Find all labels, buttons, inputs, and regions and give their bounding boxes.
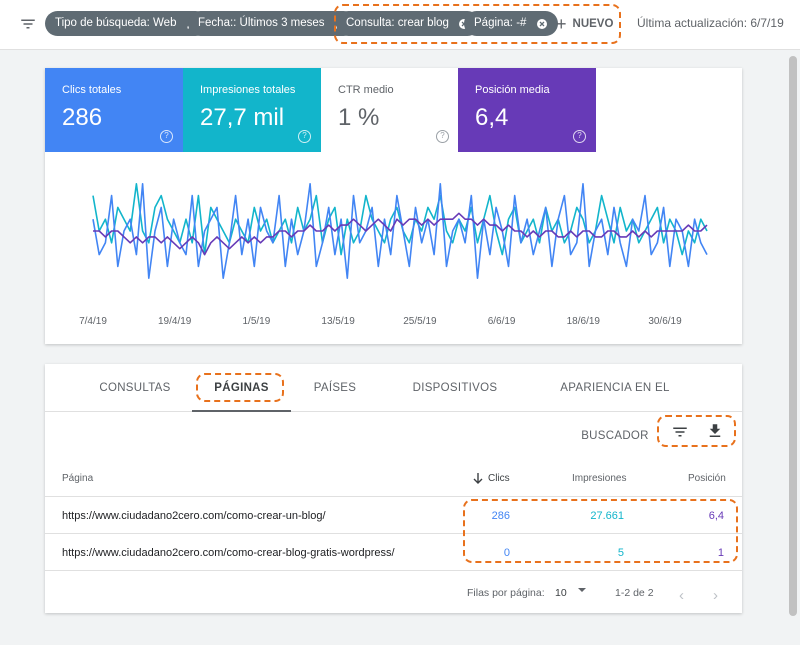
metric-value: 286 bbox=[62, 104, 103, 131]
previous-page-icon[interactable]: ‹ bbox=[679, 587, 684, 604]
performance-card: Clics totales 286 ? Impresiones totales … bbox=[45, 68, 742, 344]
row-url[interactable]: https://www.ciudadano2cero.com/como-crea… bbox=[62, 510, 326, 522]
x-tick-label: 25/5/19 bbox=[403, 316, 437, 327]
pagination-bar: Filas por página: 10 1-2 de 2 ‹ › bbox=[45, 575, 742, 613]
row-url[interactable]: https://www.ciudadano2cero.com/como-crea… bbox=[62, 547, 395, 559]
filter-chip-page[interactable]: Página: -# bbox=[464, 11, 558, 36]
table-row[interactable]: https://www.ciudadano2cero.com/como-crea… bbox=[45, 497, 742, 534]
filter-chip-label: Fecha:: Últimos 3 meses bbox=[198, 17, 325, 29]
chart-series-line-0 bbox=[92, 182, 708, 256]
filter-chip-label: Tipo de búsqueda: Web bbox=[55, 17, 177, 29]
close-circle-icon[interactable] bbox=[536, 18, 548, 30]
metric-label: Clics totales bbox=[62, 84, 122, 96]
filter-rows-icon[interactable] bbox=[671, 423, 689, 441]
metric-label: Posición media bbox=[475, 84, 550, 96]
metric-total-impressions[interactable]: Impresiones totales 27,7 mil ? bbox=[183, 68, 321, 152]
tab-bar: CONSULTAS PÁGINAS PAÍSES DISPOSITIVOS AP… bbox=[45, 364, 742, 442]
x-tick-label: 6/6/19 bbox=[488, 316, 516, 327]
filter-chip-search-type[interactable]: Tipo de búsqueda: Web bbox=[45, 11, 208, 36]
metric-value: 1 % bbox=[338, 104, 380, 131]
row-clicks: 0 bbox=[503, 547, 510, 559]
chart-series-line-2 bbox=[93, 212, 708, 256]
rows-per-page-label: Filas por página: bbox=[467, 587, 545, 599]
column-header-page[interactable]: Página bbox=[62, 473, 94, 484]
x-tick-label: 18/6/19 bbox=[567, 316, 601, 327]
x-tick-label: 19/4/19 bbox=[158, 316, 192, 327]
filter-chip-label: Página: -# bbox=[474, 17, 527, 29]
metric-label: CTR medio bbox=[338, 84, 394, 96]
tab-search-appearance[interactable]: APARIENCIA EN EL BUSCADOR bbox=[560, 382, 670, 442]
metric-label: Impresiones totales bbox=[200, 84, 296, 96]
metric-value: 6,4 bbox=[475, 104, 509, 131]
table-row[interactable]: https://www.ciudadano2cero.com/como-crea… bbox=[45, 534, 742, 571]
scrollbar[interactable] bbox=[786, 52, 800, 645]
plus-icon: + bbox=[556, 14, 567, 34]
data-table-card: CONSULTAS PÁGINAS PAÍSES DISPOSITIVOS AP… bbox=[45, 364, 742, 613]
filter-chip-label: Consulta: crear blog bbox=[346, 17, 449, 29]
metric-average-position[interactable]: Posición media 6,4 ? bbox=[458, 68, 596, 152]
row-clicks: 286 bbox=[491, 510, 510, 522]
metric-value: 27,7 mil bbox=[200, 104, 285, 131]
row-position: 1 bbox=[717, 547, 724, 559]
tab-devices[interactable]: DISPOSITIVOS bbox=[412, 382, 498, 394]
filter-chip-date[interactable]: Fecha:: Últimos 3 meses bbox=[188, 11, 356, 36]
sort-arrow-icon[interactable] bbox=[473, 473, 483, 487]
tab-queries[interactable]: CONSULTAS bbox=[99, 382, 171, 394]
x-tick-label: 1/5/19 bbox=[242, 316, 270, 327]
table-header: Página Clics Impresiones Posición bbox=[45, 461, 742, 497]
metric-total-clicks[interactable]: Clics totales 286 ? bbox=[45, 68, 183, 152]
download-icon[interactable] bbox=[706, 422, 724, 440]
next-page-icon[interactable]: › bbox=[713, 587, 718, 604]
help-icon[interactable]: ? bbox=[436, 130, 449, 143]
chevron-down-icon[interactable] bbox=[577, 585, 587, 598]
filter-bar: Tipo de búsqueda: Web Fecha:: Últimos 3 … bbox=[0, 0, 800, 50]
help-icon[interactable]: ? bbox=[573, 130, 586, 143]
row-position: 6,4 bbox=[708, 510, 724, 522]
x-tick-label: 7/4/19 bbox=[79, 316, 107, 327]
x-tick-label: 13/5/19 bbox=[321, 316, 355, 327]
last-update-text: Última actualización: 6/7/19 bbox=[637, 16, 784, 30]
scrollbar-thumb[interactable] bbox=[789, 56, 797, 616]
metric-average-ctr[interactable]: CTR medio 1 % ? bbox=[321, 68, 459, 152]
new-filter-button[interactable]: + NUEVO bbox=[556, 13, 613, 35]
row-impressions: 27.661 bbox=[590, 510, 624, 522]
row-impressions: 5 bbox=[617, 547, 624, 559]
rows-per-page-select[interactable]: 10 bbox=[555, 587, 567, 599]
performance-chart: 7/4/19 19/4/19 1/5/19 13/5/19 25/5/19 6/6/19 1… bbox=[79, 182, 708, 327]
filter-chip-query[interactable]: Consulta: crear blog bbox=[336, 11, 481, 36]
x-tick-label: 30/6/19 bbox=[648, 316, 682, 327]
new-filter-label: NUEVO bbox=[572, 18, 614, 31]
help-icon[interactable]: ? bbox=[160, 130, 173, 143]
help-icon[interactable]: ? bbox=[298, 130, 311, 143]
column-header-clicks[interactable]: Clics bbox=[488, 473, 510, 484]
filter-icon[interactable] bbox=[19, 15, 37, 33]
column-header-impressions[interactable]: Impresiones bbox=[572, 473, 627, 484]
tab-countries[interactable]: PAÍSES bbox=[313, 382, 357, 394]
chart-series-line-1 bbox=[92, 182, 708, 279]
pagination-range: 1-2 de 2 bbox=[615, 587, 654, 599]
tab-pages[interactable]: PÁGINAS bbox=[192, 364, 291, 412]
column-header-position[interactable]: Posición bbox=[688, 473, 726, 484]
